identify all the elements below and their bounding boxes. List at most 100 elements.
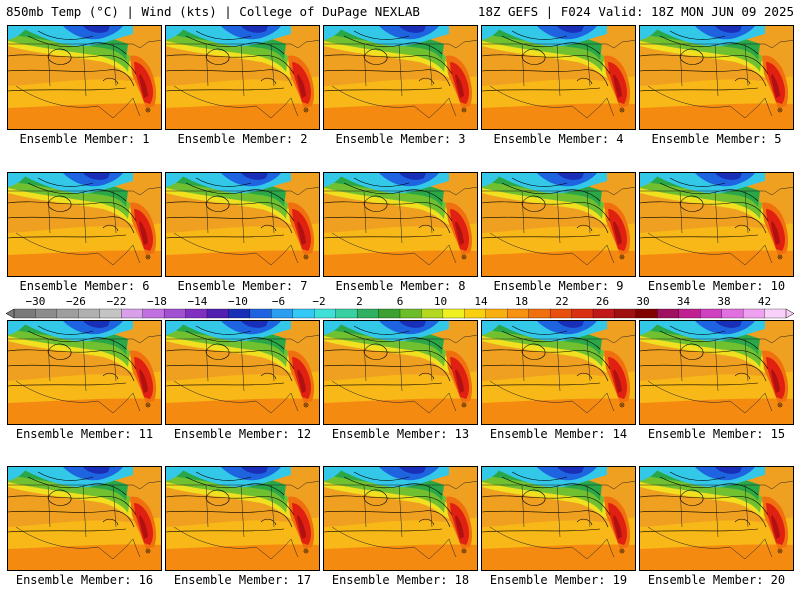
ensemble-member-panel: Ensemble Member: 11 [7, 320, 162, 463]
member-map [323, 320, 478, 425]
colorbar-tick-label: 10 [433, 295, 448, 308]
colorbar-swatch [592, 308, 615, 319]
colorbar-swatch [163, 308, 187, 319]
colorbar-tick-label: −26 [66, 295, 86, 308]
ensemble-member-panel: Ensemble Member: 17 [165, 466, 320, 609]
colorbar-swatch [507, 308, 530, 319]
ensemble-member-panel: Ensemble Member: 4 [481, 25, 636, 168]
member-map [323, 25, 478, 130]
member-caption: Ensemble Member: 5 [651, 132, 782, 146]
ensemble-member-panel: Ensemble Member: 16 [7, 466, 162, 609]
colorbar-swatch [335, 308, 358, 319]
ensemble-member-panel: Ensemble Member: 3 [323, 25, 478, 168]
colorbar-swatch [421, 308, 444, 319]
colorbar-swatch [292, 308, 315, 319]
member-caption: Ensemble Member: 19 [489, 573, 628, 587]
colorbar-swatch [206, 308, 229, 319]
member-caption: Ensemble Member: 8 [335, 279, 466, 293]
member-map [481, 172, 636, 277]
ensemble-member-panel: Ensemble Member: 8 [323, 172, 478, 315]
colorbar-swatch [35, 308, 58, 319]
ensemble-member-panel: Ensemble Member: 2 [165, 25, 320, 168]
ensemble-member-panel: Ensemble Member: 1 [7, 25, 162, 168]
member-caption: Ensemble Member: 18 [331, 573, 470, 587]
member-map [7, 25, 162, 130]
member-caption: Ensemble Member: 7 [177, 279, 308, 293]
member-map [639, 320, 794, 425]
colorbar-bar [5, 308, 795, 319]
member-map [165, 172, 320, 277]
colorbar-tick-label: −6 [271, 295, 286, 308]
colorbar-swatch [678, 308, 701, 319]
colorbar-tick-label: 14 [474, 295, 488, 308]
ensemble-member-panel: Ensemble Member: 15 [639, 320, 794, 463]
colorbar-swatch [121, 308, 144, 319]
colorbar-swatch [356, 308, 380, 319]
member-map [165, 466, 320, 571]
colorbar-tick-label: 34 [676, 295, 691, 308]
colorbar-tick-label: 42 [757, 295, 772, 308]
ensemble-member-panel: Ensemble Member: 20 [639, 466, 794, 609]
colorbar-swatch [185, 308, 208, 319]
member-map [481, 25, 636, 130]
colorbar-tick-label: 30 [636, 295, 650, 308]
colorbar-swatch [271, 308, 294, 319]
colorbar-swatch [549, 308, 573, 319]
member-caption: Ensemble Member: 20 [647, 573, 786, 587]
member-caption: Ensemble Member: 15 [647, 427, 786, 441]
member-map [639, 466, 794, 571]
temperature-colorbar: −30 −26 −22 −18 −14 −10 −6 −2 2 6 10 14 18 22 26 30 34 38… [0, 296, 800, 324]
colorbar-swatch [314, 308, 337, 319]
member-map [639, 172, 794, 277]
member-map [7, 320, 162, 425]
chart-title: 850mb Temp (°C) | Wind (kts) | College o… [6, 4, 420, 19]
ensemble-member-panel: Ensemble Member: 9 [481, 172, 636, 315]
ensemble-member-panel: Ensemble Member: 18 [323, 466, 478, 609]
member-caption: Ensemble Member: 17 [173, 573, 312, 587]
member-caption: Ensemble Member: 14 [489, 427, 628, 441]
colorbar-tick-label: −2 [312, 295, 326, 308]
colorbar-tick-label: −14 [187, 295, 208, 308]
colorbar-swatch [700, 308, 723, 319]
colorbar-tick-label: 26 [595, 295, 610, 308]
colorbar-swatch [13, 308, 36, 319]
colorbar-swatch [657, 308, 680, 319]
colorbar-swatch [399, 308, 422, 319]
colorbar-swatch [249, 308, 272, 319]
colorbar-swatch [635, 308, 658, 319]
colorbar-tick-label: 18 [514, 295, 529, 308]
member-caption: Ensemble Member: 11 [15, 427, 154, 441]
colorbar-tick-label: −18 [147, 295, 167, 308]
colorbar-swatch [571, 308, 594, 319]
member-map [165, 25, 320, 130]
colorbar-tick-label: −10 [228, 295, 248, 308]
colorbar-swatch [142, 308, 165, 319]
colorbar-swatch [464, 308, 487, 319]
member-map [481, 466, 636, 571]
colorbar-tick-label: 6 [396, 295, 404, 308]
colorbar-tick-label: −22 [106, 295, 127, 308]
member-caption: Ensemble Member: 10 [647, 279, 786, 293]
ensemble-member-panel: Ensemble Member: 5 [639, 25, 794, 168]
ensemble-member-panel: Ensemble Member: 19 [481, 466, 636, 609]
run-valid-time: 18Z GEFS | F024 Valid: 18Z MON JUN 09 20… [477, 4, 794, 19]
member-caption: Ensemble Member: 3 [335, 132, 466, 146]
colorbar-min-arrow [5, 308, 15, 319]
member-caption: Ensemble Member: 1 [19, 132, 150, 146]
member-caption: Ensemble Member: 6 [19, 279, 150, 293]
colorbar-max-arrow [785, 308, 795, 319]
colorbar-swatch [721, 308, 744, 319]
member-caption: Ensemble Member: 2 [177, 132, 308, 146]
colorbar-swatch [742, 308, 766, 319]
colorbar-swatch [99, 308, 122, 319]
colorbar-swatch [764, 308, 787, 319]
ensemble-member-panel: Ensemble Member: 12 [165, 320, 320, 463]
colorbar-tick-label: 38 [717, 295, 731, 308]
member-caption: Ensemble Member: 9 [493, 279, 624, 293]
ensemble-member-panel: Ensemble Member: 7 [165, 172, 320, 315]
member-map [481, 320, 636, 425]
colorbar-swatch [56, 308, 79, 319]
ensemble-member-panel: Ensemble Member: 14 [481, 320, 636, 463]
member-caption: Ensemble Member: 13 [331, 427, 470, 441]
colorbar-swatch [485, 308, 508, 319]
